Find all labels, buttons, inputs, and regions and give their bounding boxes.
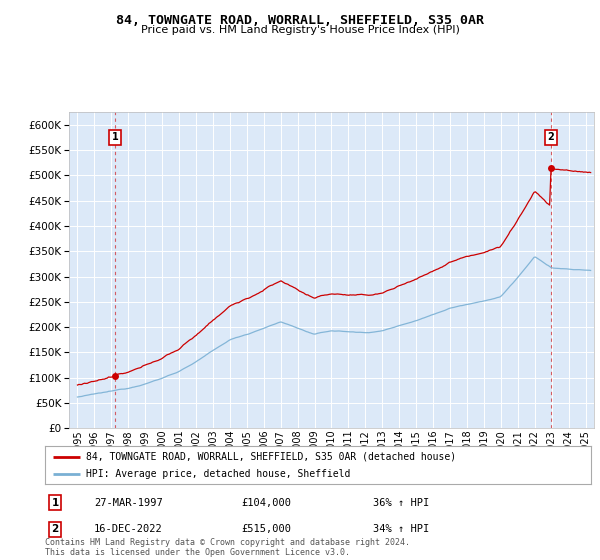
Text: 27-MAR-1997: 27-MAR-1997: [94, 498, 163, 508]
Text: 2: 2: [52, 524, 59, 534]
Text: 84, TOWNGATE ROAD, WORRALL, SHEFFIELD, S35 0AR: 84, TOWNGATE ROAD, WORRALL, SHEFFIELD, S…: [116, 14, 484, 27]
Text: 34% ↑ HPI: 34% ↑ HPI: [373, 524, 429, 534]
Text: HPI: Average price, detached house, Sheffield: HPI: Average price, detached house, Shef…: [86, 469, 350, 479]
Text: Price paid vs. HM Land Registry's House Price Index (HPI): Price paid vs. HM Land Registry's House …: [140, 25, 460, 35]
Text: 2: 2: [548, 132, 554, 142]
Text: 16-DEC-2022: 16-DEC-2022: [94, 524, 163, 534]
Text: £104,000: £104,000: [242, 498, 292, 508]
Text: £515,000: £515,000: [242, 524, 292, 534]
Text: 1: 1: [112, 132, 119, 142]
Text: 36% ↑ HPI: 36% ↑ HPI: [373, 498, 429, 508]
Text: Contains HM Land Registry data © Crown copyright and database right 2024.
This d: Contains HM Land Registry data © Crown c…: [45, 538, 410, 557]
Text: 1: 1: [52, 498, 59, 508]
Text: 84, TOWNGATE ROAD, WORRALL, SHEFFIELD, S35 0AR (detached house): 84, TOWNGATE ROAD, WORRALL, SHEFFIELD, S…: [86, 451, 456, 461]
